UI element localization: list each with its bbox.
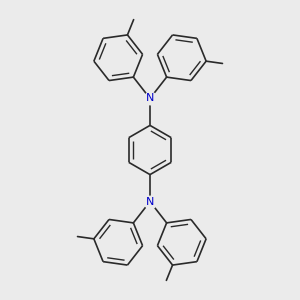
Text: N: N <box>146 93 154 103</box>
Text: N: N <box>146 196 154 207</box>
